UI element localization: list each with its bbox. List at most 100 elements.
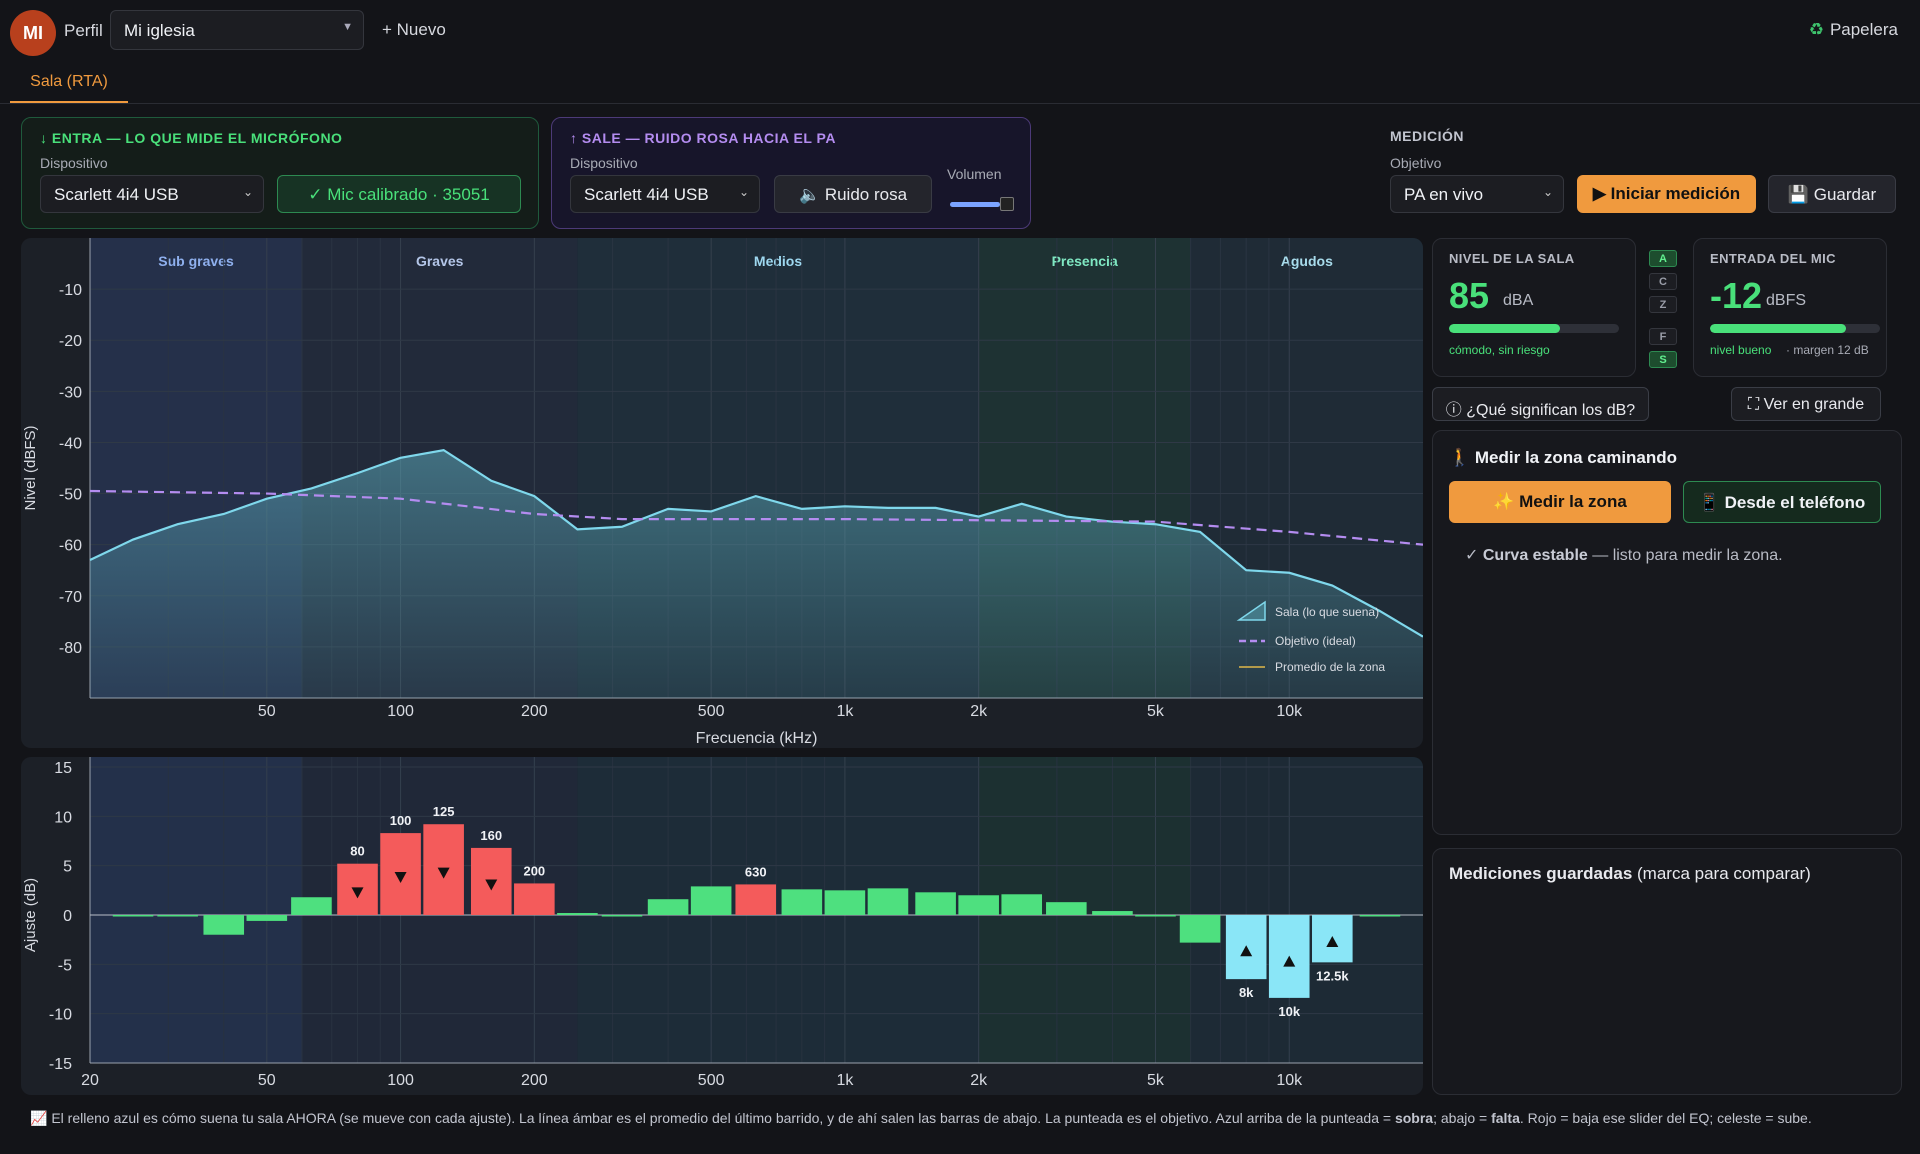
- legend-room-swatch: [1236, 600, 1266, 621]
- new-button[interactable]: + Nuevo: [382, 20, 446, 40]
- output-panel-title: ↑ SALE — RUIDO ROSA HACIA EL PA: [570, 130, 836, 146]
- church-select[interactable]: Mi iglesia ▼: [110, 10, 364, 50]
- input-panel: ↓ ENTRA — LO QUE MIDE EL MICRÓFONO Dispo…: [21, 117, 539, 229]
- avatar[interactable]: MI: [10, 10, 56, 56]
- room-level-value: 85: [1449, 275, 1490, 316]
- x-tick-label: 200: [521, 1072, 548, 1089]
- eq-bar-label: 8k: [1239, 985, 1254, 1000]
- weighting-z-button[interactable]: Z: [1649, 296, 1677, 313]
- legend-room-label: Sala (lo que suena): [1275, 605, 1379, 619]
- start-measurement-label: Iniciar medición: [1610, 184, 1741, 203]
- y-tick-label: 10: [54, 809, 72, 826]
- mic-input-value: -12: [1710, 275, 1763, 316]
- room-level-unit: dBA: [1503, 292, 1534, 309]
- weighting-c-button[interactable]: C: [1649, 273, 1677, 290]
- chevron-down-icon: ⌄: [1542, 185, 1553, 199]
- y-tick-label: -10: [49, 1007, 72, 1024]
- speed-f-button[interactable]: F: [1649, 328, 1677, 345]
- expand-button[interactable]: ⛶ Ver en grande: [1731, 387, 1881, 421]
- trash-button[interactable]: ♻ Papelera: [1809, 20, 1898, 40]
- db-help-button[interactable]: ⓘ ¿Qué significan los dB?: [1432, 387, 1649, 421]
- eq-bar: [915, 892, 956, 915]
- target-select[interactable]: PA en vivo ⌄: [1390, 175, 1564, 213]
- pink-noise-label: Ruido rosa: [824, 185, 908, 204]
- weighting-a-button[interactable]: A: [1649, 250, 1677, 267]
- x-tick-label: 100: [387, 703, 414, 720]
- mic-calibrated-button[interactable]: ✓ Mic calibrado · 35051: [277, 175, 521, 213]
- y-tick-label: -50: [59, 487, 82, 504]
- saved-title-bold: Mediciones guardadas: [1449, 864, 1633, 883]
- x-tick-label: 10k: [1276, 703, 1303, 720]
- x-tick-label: 1k: [836, 1072, 854, 1089]
- room-response-line: [89, 448, 1423, 638]
- new-button-label: Nuevo: [396, 20, 446, 39]
- measure-zone-button[interactable]: ✨ Medir la zona: [1449, 481, 1671, 523]
- measurement-title: MEDICIÓN: [1390, 128, 1464, 144]
- output-device-label: Dispositivo: [570, 155, 638, 171]
- eq-bar: [157, 915, 198, 917]
- tab-sala-rta[interactable]: Sala (RTA): [10, 63, 128, 103]
- eq-bar: [1135, 915, 1176, 917]
- from-phone-button[interactable]: 📱 Desde el teléfono: [1683, 481, 1881, 523]
- output-device-select[interactable]: Scarlett 4i4 USB ⌄: [570, 175, 760, 213]
- lift-arrow-icon: [1326, 936, 1339, 948]
- play-icon: ▶: [1592, 184, 1611, 203]
- cut-arrow-icon: [351, 887, 364, 899]
- stable-status-bold: Curva estable: [1482, 547, 1588, 564]
- room-area-fill: [90, 450, 1423, 698]
- eq-bar-label: 200: [523, 863, 545, 878]
- mic-input-meter: [1710, 324, 1880, 333]
- eq-bar-label: 10k: [1278, 1004, 1300, 1019]
- stable-status-rest: — listo para medir la zona.: [1587, 547, 1783, 564]
- church-select-value: Mi iglesia: [124, 21, 195, 40]
- cut-arrow-icon: [437, 867, 450, 879]
- x-tick-label: 10k: [1276, 1072, 1303, 1089]
- room-level-meter: [1449, 324, 1619, 333]
- pink-noise-button[interactable]: 🔈 Ruido rosa: [774, 175, 932, 213]
- save-label: Guardar: [1813, 185, 1877, 204]
- x-tick-label: 5k: [1147, 703, 1165, 720]
- start-measurement-button[interactable]: ▶ Iniciar medición: [1577, 175, 1756, 213]
- mic-input-margin: · margen 12 dB: [1786, 343, 1869, 357]
- volume-slider[interactable]: [950, 202, 1014, 207]
- y-tick-label: 0: [63, 908, 72, 925]
- eq-bar: [246, 915, 288, 921]
- room-level-meter-fill: [1449, 324, 1560, 333]
- lift-arrow-icon: [1240, 945, 1253, 957]
- output-device-value: Scarlett 4i4 USB: [584, 185, 709, 204]
- input-device-select[interactable]: Scarlett 4i4 USB ⌄: [40, 175, 264, 213]
- x-tick-label: 5k: [1147, 1072, 1165, 1089]
- volume-thumb[interactable]: [1000, 197, 1014, 211]
- saved-measurements-card: [1432, 848, 1902, 1095]
- eq-bar: [203, 915, 245, 935]
- y-tick-label: 5: [63, 859, 72, 876]
- x-tick-label: 1k: [836, 703, 854, 720]
- eq-bar-label: 630: [745, 864, 767, 879]
- expand-icon: ⛶: [1747, 396, 1764, 413]
- y-tick-label: -10: [59, 282, 82, 299]
- rta-chart-svg: Sub graves Graves Medios Presencia Agudos 50 1…: [22, 238, 1423, 747]
- eq-bar: [557, 913, 598, 915]
- x-tick-label: 50: [258, 1072, 276, 1089]
- eq-bar-label: 12.5k: [1316, 968, 1349, 983]
- mic-input-unit: dBFS: [1766, 292, 1807, 309]
- eq-bar: [601, 915, 643, 917]
- eq-bar: [112, 915, 154, 917]
- speed-s-button[interactable]: S: [1649, 351, 1677, 368]
- eq-bar: [647, 899, 689, 915]
- eq-bar: [958, 895, 999, 915]
- band-label: Presencia: [1052, 253, 1118, 269]
- mic-input-title: ENTRADA DEL MIC: [1710, 251, 1836, 266]
- y-tick-label: -30: [59, 384, 82, 401]
- room-level-title: NIVEL DE LA SALA: [1449, 251, 1575, 266]
- eq-bar: [514, 883, 555, 915]
- eq-bar: [824, 890, 866, 915]
- input-panel-title: ↓ ENTRA — LO QUE MIDE EL MICRÓFONO: [40, 130, 343, 146]
- x-tick-label: 2k: [970, 703, 988, 720]
- profile-label[interactable]: Perfil: [64, 21, 103, 40]
- eq-bar: [781, 889, 823, 915]
- save-button[interactable]: 💾 Guardar: [1768, 175, 1896, 213]
- band-region-0: [90, 757, 303, 1063]
- phone-icon: 📱: [1698, 493, 1725, 512]
- x-axis-title: Frecuencia (kHz): [696, 730, 818, 747]
